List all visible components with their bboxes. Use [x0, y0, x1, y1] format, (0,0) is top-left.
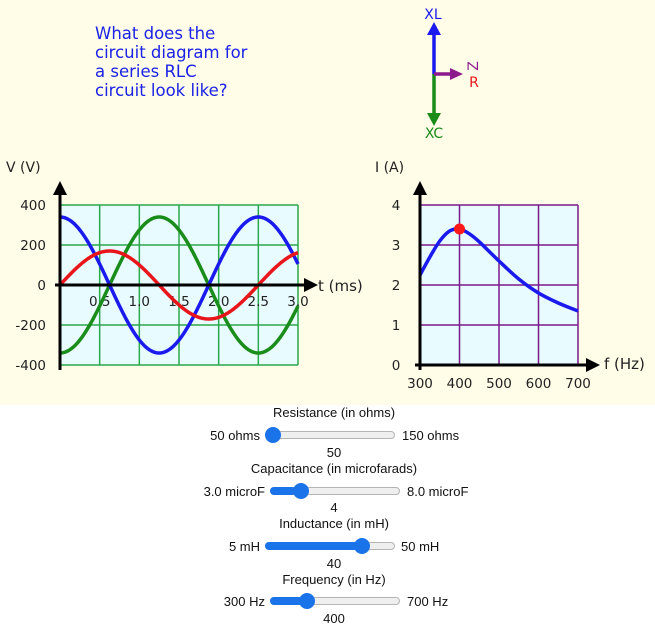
- capacitance-min-label: 3.0 microF: [203, 484, 265, 499]
- current-x-tick: 300: [407, 376, 433, 392]
- voltage-y-ticks: 400 200 0 -200 -400: [15, 198, 46, 374]
- current-x-tick: 700: [565, 376, 591, 392]
- voltage-x-tick: 2.5: [248, 294, 269, 310]
- voltage-y-tick: 400: [20, 198, 46, 214]
- voltage-y-axis-label: V (V): [6, 160, 41, 176]
- resistance-title: Resistance (in ohms): [272, 405, 396, 420]
- current-x-tick: 400: [447, 376, 473, 392]
- current-series: [418, 223, 579, 313]
- inductance-value: 40: [326, 556, 342, 571]
- slider-fill: [270, 597, 303, 605]
- voltage-series-line: [59, 215, 300, 355]
- current-y-tick: 1: [392, 318, 401, 334]
- slider-track[interactable]: [265, 431, 395, 439]
- phasor-xl-arrowhead: [427, 22, 441, 35]
- capacitance-max-label: 8.0 microF: [407, 484, 469, 499]
- current-series-line: [418, 227, 579, 313]
- current-x-ticks: 300 400 500 600 700: [407, 376, 591, 392]
- current-y-axis-label: I (A): [375, 160, 404, 176]
- current-y-tick: 3: [392, 238, 401, 254]
- voltage-y-tick: -400: [15, 358, 46, 374]
- frequency-min-label: 300 Hz: [223, 594, 265, 609]
- phasor-xc-arrowhead: [427, 113, 441, 126]
- voltage-x-axis-arrowhead: [304, 278, 318, 292]
- voltage-y-axis-arrowhead: [53, 181, 67, 195]
- current-x-tick: 500: [486, 376, 512, 392]
- phasor-r-arrowhead: [450, 68, 463, 80]
- slider-thumb[interactable]: [292, 483, 309, 499]
- question-text: What does the circuit diagram for a seri…: [95, 24, 248, 100]
- inductance-slider[interactable]: [265, 537, 395, 555]
- frequency-title: Frequency (in Hz): [282, 572, 386, 587]
- slider-thumb[interactable]: [265, 427, 281, 443]
- slider-thumb[interactable]: [353, 538, 370, 554]
- current-y-axis-arrowhead: [413, 181, 427, 195]
- current-x-axis-label: f (Hz): [604, 355, 645, 373]
- resistance-slider[interactable]: [265, 426, 395, 444]
- frequency-max-label: 700 Hz: [407, 594, 449, 609]
- controls-panel: Resistance (in ohms) 50 ohms 150 ohms 50…: [0, 405, 655, 630]
- resistance-max-label: 150 ohms: [402, 428, 460, 443]
- phasor-xc-label: XC: [425, 126, 444, 142]
- slider-fill: [265, 542, 367, 550]
- voltage-x-axis-label: t (ms): [318, 277, 363, 295]
- current-marker-point: [454, 223, 465, 235]
- capacitance-title: Capacitance (in microfarads): [250, 461, 418, 476]
- voltage-y-tick: 200: [20, 238, 46, 254]
- current-chart: I (A) f (Hz) 4 3 2 1 0 300 400 500 600 7…: [375, 160, 645, 392]
- current-y-ticks: 4 3 2 1 0: [392, 198, 401, 374]
- voltage-x-tick: 3.0: [287, 294, 308, 310]
- voltage-x-tick: 1.0: [129, 294, 150, 310]
- simulation-canvas: XL XC Z R V (V) t (ms) 400 200 0 -200 -4…: [6, 7, 645, 392]
- inductance-title: Inductance (in mH): [279, 516, 389, 531]
- voltage-y-tick: -200: [15, 318, 46, 334]
- frequency-value: 400: [323, 611, 345, 626]
- resistance-min-label: 50 ohms: [210, 428, 260, 443]
- inductance-min-label: 5 mH: [228, 539, 260, 554]
- current-y-tick: 2: [392, 278, 401, 294]
- slider-fill: [270, 487, 296, 495]
- current-y-tick: 4: [392, 198, 401, 214]
- voltage-series-line: [59, 215, 300, 355]
- voltage-y-tick: 0: [37, 278, 46, 294]
- resistance-value: 50: [326, 445, 342, 460]
- voltage-chart: V (V) t (ms) 400 200 0 -200 -400 0.5 1.0…: [6, 160, 363, 374]
- phasor-diagram: XL XC Z R: [424, 7, 482, 142]
- current-x-axis-arrowhead: [586, 358, 600, 372]
- capacitance-slider[interactable]: [270, 482, 400, 500]
- capacitance-value: 4: [330, 500, 338, 515]
- current-x-tick: 600: [526, 376, 552, 392]
- inductance-max-label: 50 mH: [401, 539, 440, 554]
- phasor-r-label: R: [469, 75, 479, 91]
- current-y-tick: 0: [392, 358, 401, 374]
- phasor-xl-label: XL: [424, 7, 442, 23]
- frequency-slider[interactable]: [270, 592, 400, 610]
- slider-thumb[interactable]: [298, 593, 315, 609]
- phasor-z-label: Z: [466, 61, 482, 71]
